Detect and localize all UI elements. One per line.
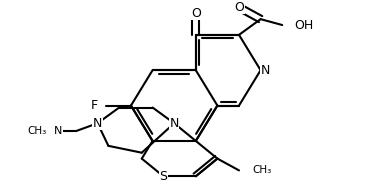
Text: OH: OH — [294, 19, 313, 31]
Text: S: S — [159, 170, 167, 183]
Text: CH₃: CH₃ — [27, 126, 46, 136]
Text: N: N — [54, 126, 63, 136]
Text: N: N — [261, 64, 270, 77]
Text: O: O — [191, 7, 201, 20]
Text: N: N — [93, 117, 102, 130]
Text: CH₃: CH₃ — [253, 165, 272, 175]
Text: F: F — [91, 99, 98, 112]
Text: N: N — [170, 117, 179, 130]
Text: O: O — [234, 1, 244, 14]
